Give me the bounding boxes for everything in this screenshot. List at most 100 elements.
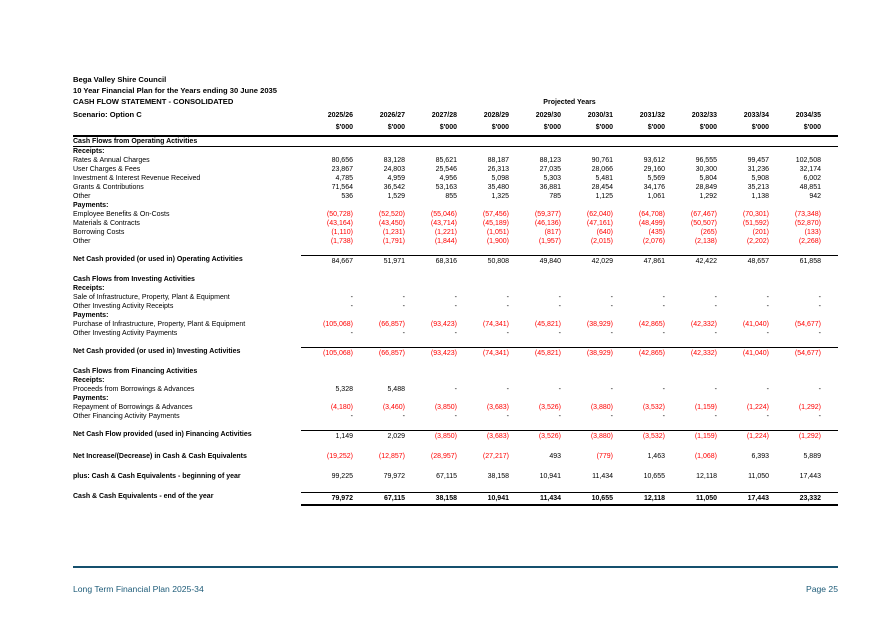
- cell-value: 26,313: [487, 166, 509, 173]
- table-row: Cash Flows from Operating Activities: [73, 137, 838, 147]
- cell-value: (2,076): [642, 238, 665, 245]
- cell-value: 11,434: [539, 495, 561, 502]
- cell-value: (42,865): [638, 321, 665, 328]
- cell-value: 99,457: [747, 157, 769, 164]
- cell-value: 47,861: [643, 258, 665, 265]
- table-row: Materials & Contracts (43,164) (43,450) (43…: [73, 219, 838, 228]
- cell-value: -: [454, 413, 457, 420]
- row-label: Cash Flows from Investing Activities: [73, 276, 195, 283]
- cell-value: (1,292): [798, 433, 821, 440]
- cell-value: (105,068): [323, 321, 353, 328]
- cell-value: 84,667: [331, 258, 353, 265]
- cell-value: -: [662, 294, 665, 301]
- table-row: Employee Benefits & On-Costs (50,728) (52,…: [73, 210, 838, 219]
- cell-value: 48,657: [747, 258, 769, 265]
- row-label: Payments:: [73, 312, 109, 319]
- cell-value: -: [350, 303, 353, 310]
- cell-value: 1,125: [595, 193, 613, 200]
- cell-value: -: [402, 330, 405, 337]
- cell-value: 96,555: [695, 157, 717, 164]
- statement-title-row: CASH FLOW STATEMENT - CONSOLIDATED Proje…: [73, 96, 838, 109]
- cell-value: (1,221): [434, 229, 457, 236]
- table-row: Net Cash provided (or used in) Investing…: [73, 347, 838, 358]
- row-values: 5,328 5,488 - - - - - - - -: [301, 385, 838, 394]
- cell-value: 10,655: [643, 473, 665, 480]
- row-values: ----------: [301, 329, 838, 338]
- cell-value: 36,542: [383, 184, 405, 191]
- cell-value: (3,532): [642, 404, 665, 411]
- scenario-label: Scenario: Option C: [73, 110, 142, 119]
- cell-value: -: [558, 294, 561, 301]
- row-values: 536 1,529 855 1,325 785 1,125 1,061 1,292 1,138 9…: [301, 192, 838, 201]
- cell-value: -: [662, 303, 665, 310]
- cell-value: (93,423): [430, 350, 457, 357]
- cell-value: -: [610, 386, 613, 393]
- cell-value: 35,213: [747, 184, 769, 191]
- table-row: Other Investing Activity Payments - - - - - - -…: [73, 329, 838, 338]
- row-values: ----------: [301, 293, 838, 302]
- cell-value: 5,481: [595, 175, 613, 182]
- cell-value: -: [454, 294, 457, 301]
- row-label: Materials & Contracts: [73, 220, 140, 227]
- cell-value: 53,163: [435, 184, 457, 191]
- cell-value: (41,040): [742, 350, 769, 357]
- org-title: Bega Valley Shire Council: [73, 75, 167, 84]
- row-label: Purchase of Infrastructure, Property, Pl…: [73, 321, 246, 328]
- cell-value: (3,526): [538, 433, 561, 440]
- cell-value: -: [558, 303, 561, 310]
- cash-flow-statement: Bega Valley Shire Council 10 Year Financ…: [73, 74, 838, 506]
- cell-value: (50,507): [690, 220, 717, 227]
- cell-value: 23,867: [331, 166, 353, 173]
- cell-value: 83,128: [383, 157, 405, 164]
- cell-value: 38,158: [487, 473, 509, 480]
- table-row: User Charges & Fees 23,867 24,803 25,546 26,…: [73, 165, 838, 174]
- cell-value: 17,443: [799, 473, 821, 480]
- page-number: Page 25: [805, 584, 838, 594]
- row-label: Receipts:: [73, 148, 105, 155]
- cell-value: 27,035: [539, 166, 561, 173]
- row-values: 1,149 2,029 (3,850) (3,683) (3,526) (3,880) (3…: [301, 430, 838, 441]
- table-row: Net Cash provided (or used in) Operating…: [73, 255, 838, 266]
- cell-value: -: [402, 294, 405, 301]
- cell-value: -: [506, 303, 509, 310]
- cell-value: -: [402, 303, 405, 310]
- cell-value: -: [454, 386, 457, 393]
- cell-value: 6,002: [803, 175, 821, 182]
- year-column-header: 2026/27: [379, 112, 405, 119]
- cell-value: 11,050: [695, 495, 717, 502]
- cell-value: (62,040): [586, 211, 613, 218]
- cell-value: 48,851: [799, 184, 821, 191]
- cell-value: (3,683): [486, 404, 509, 411]
- cell-value: (74,341): [482, 321, 509, 328]
- cell-value: 5,569: [647, 175, 665, 182]
- unit-column-header: $'000: [595, 124, 613, 131]
- row-label: Proceeds from Borrowings & Advances: [73, 386, 195, 393]
- year-column-header: 2032/33: [691, 112, 717, 119]
- row-label: Other Financing Activity Payments: [73, 413, 180, 420]
- cell-value: 71,564: [331, 184, 353, 191]
- cell-value: (435): [648, 229, 665, 236]
- table-row: Net Increase/(Decrease) in Cash & Cash E…: [73, 452, 838, 461]
- cell-value: 12,118: [643, 495, 665, 502]
- cell-value: (67,467): [690, 211, 717, 218]
- cell-value: (52,520): [378, 211, 405, 218]
- row-values: 84,667 51,971 68,316 50,808 49,840 42,029 47,8…: [301, 255, 838, 266]
- cell-value: (2,268): [798, 238, 821, 245]
- cell-value: 1,149: [335, 433, 353, 440]
- row-values: (105,068) (66,857) (93,423) (74,341) (45,821…: [301, 347, 838, 358]
- unit-column-header: $'000: [491, 124, 509, 131]
- row-label: Sale of Infrastructure, Property, Plant …: [73, 294, 230, 301]
- year-column-header: 2033/34: [743, 112, 769, 119]
- cell-value: 42,422: [695, 258, 717, 265]
- row-values: (4,180) (3,460) (3,850) (3,683) (3,526) (3,88…: [301, 403, 838, 412]
- cell-value: 49,840: [539, 258, 561, 265]
- cell-value: (3,526): [538, 404, 561, 411]
- cell-value: 85,621: [435, 157, 457, 164]
- cell-value: (3,532): [642, 433, 665, 440]
- cell-value: (48,499): [638, 220, 665, 227]
- row-label: Employee Benefits & On-Costs: [73, 211, 170, 218]
- cell-value: 79,972: [331, 495, 353, 502]
- cell-value: 88,187: [487, 157, 509, 164]
- cell-value: -: [610, 330, 613, 337]
- table-row: Rates & Annual Charges 80,656 83,128 85,621…: [73, 156, 838, 165]
